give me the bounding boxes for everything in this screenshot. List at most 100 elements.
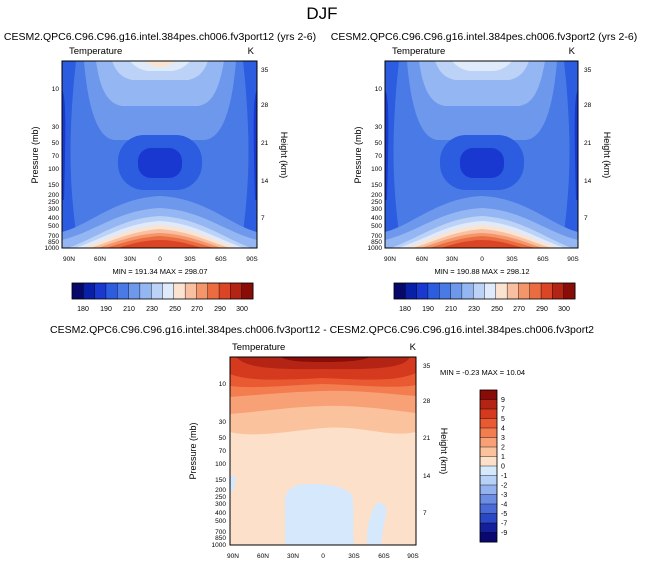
- panel-1-colorbar-swatch: [139, 282, 152, 300]
- panel-1-colorbar-frame: [71, 282, 254, 300]
- panel-2-colorbar-swatch: [427, 282, 440, 300]
- panel-3-title: CESM2.QPC6.C96.C96.g16.intel.384pes.ch00…: [50, 324, 594, 336]
- panel-2-field-tropopause-core: [460, 148, 504, 178]
- panel-3-cbtick: -3: [501, 492, 507, 499]
- panel-3-cbtick: 2: [501, 445, 505, 452]
- panel-1-colorbar-swatch: [105, 282, 118, 300]
- panel-3-variable-label: Temperature: [232, 342, 285, 353]
- panel-2-variable-label: Temperature: [392, 46, 445, 57]
- panel-1-colorbar-swatches: [71, 282, 254, 300]
- panel-3-y-ticks: 10 30 50 70 100 150 200 250 300 400 500 …: [212, 381, 227, 549]
- panel-2-field-polar-left: [385, 61, 401, 248]
- panel-1-colorbar-swatch: [184, 282, 197, 300]
- panel-3-y2-ticks: 35 28 21 14 7: [423, 363, 431, 517]
- panel-2-cbtick: 250: [491, 306, 503, 313]
- panel-3-cbtick: 3: [501, 435, 505, 442]
- panel-3-colorbar-swatch: [479, 456, 498, 467]
- panel-2-colorbar-swatch: [439, 282, 452, 300]
- panel-3-xtick: 30N: [287, 553, 299, 560]
- panel-2-colorbar-swatch: [563, 282, 576, 300]
- panel-2-xtick: 30S: [506, 256, 518, 263]
- panel-2-cbtick: 190: [422, 306, 434, 313]
- panel-1-y-label: Pressure (mb): [30, 126, 40, 183]
- panel-2-stats: MIN = 190.88 MAX = 298.12: [434, 267, 529, 276]
- panel-2-colorbar-swatch: [461, 282, 474, 300]
- panel-1-field-strat-5: [145, 61, 175, 67]
- panel-1-y2-label: Height (km): [279, 132, 289, 179]
- panel-2-cbtick: 290: [536, 306, 548, 313]
- panel-2-y2tick: 35: [584, 67, 592, 74]
- panel-2-field-polar-right-core: [574, 90, 578, 200]
- panel-3-colorbar-swatch: [479, 465, 498, 477]
- panel-3-colorbar-swatch: [479, 503, 498, 515]
- panel-1-ytick: 70: [52, 153, 60, 160]
- panel-1-ytick: 100: [48, 166, 59, 173]
- panel-2-y2-ticks: 35 28 21 14 7: [584, 67, 592, 222]
- panel-1-xtick: 30S: [184, 256, 196, 263]
- panel-3-cbtick: 1: [501, 454, 505, 461]
- panel-1-colorbar-swatch: [230, 282, 243, 300]
- panel-3-ytick: 250: [215, 494, 226, 501]
- panel-1-y2tick: 35: [261, 67, 269, 74]
- panel-2-ytick: 250: [371, 199, 382, 206]
- panel-1-ytick: 50: [52, 140, 60, 147]
- panel-3-colorbar-frame: [479, 389, 498, 543]
- panel-2-xtick: 60N: [416, 256, 428, 263]
- panel-1-ytick: 700: [48, 233, 59, 240]
- panel-3-xtick: 0: [321, 553, 325, 560]
- panel-3-ytick: 500: [215, 518, 226, 525]
- panel-3-colorbar-swatch: [479, 513, 498, 524]
- panel-2-xtick: 90S: [567, 256, 579, 263]
- panel-3-cbtick: -2: [501, 483, 507, 490]
- panel-3-y-label: Pressure (mb): [188, 422, 198, 479]
- panel-1-y2-ticks: 35 28 21 14 7: [261, 67, 269, 222]
- panel-2-colorbar-swatch: [393, 282, 406, 300]
- panel-3-y2tick: 14: [423, 473, 431, 480]
- panel-1-xtick: 90S: [246, 256, 258, 263]
- panel-1-colorbar-swatch: [162, 282, 175, 300]
- panel-2-xtick: 90N: [384, 256, 396, 263]
- panel-2-colorbar-swatch: [472, 282, 486, 300]
- panel-1-cbtick: 180: [77, 306, 89, 313]
- panel-2-field-polar-left-core: [385, 90, 389, 200]
- panel-2-colorbar: 180 190 210 230 250 270 290 300: [393, 282, 576, 313]
- panel-2-xtick: 0: [480, 256, 484, 263]
- panel-3-ytick: 10: [219, 381, 227, 388]
- panel-3-ytick: 50: [219, 435, 227, 442]
- panel-1-units: K: [248, 46, 255, 57]
- panel-2-colorbar-swatches: [393, 282, 576, 300]
- panel-1-y2tick: 21: [261, 140, 269, 147]
- panel-3-y2tick: 21: [423, 435, 431, 442]
- panel-1-colorbar-swatch: [218, 282, 231, 300]
- panel-2-x-ticks: 90N 60N 30N 0 30S 60S 90S: [384, 256, 579, 263]
- panel-3-ytick: 200: [215, 487, 226, 494]
- panel-2-colorbar-swatch: [518, 282, 531, 300]
- panel-3-xtick: 30S: [348, 553, 360, 560]
- panel-3-cbtick: -5: [501, 511, 507, 518]
- panel-2-ytick: 850: [371, 239, 382, 246]
- panel-2-ytick: 1000: [368, 245, 383, 252]
- panel-3-cbtick: -7: [501, 521, 507, 528]
- panel-1-ytick: 30: [52, 124, 60, 131]
- panel-2-colorbar-frame: [393, 282, 576, 300]
- panel-1-ytick: 250: [48, 199, 59, 206]
- panel-1-colorbar-swatch: [241, 282, 254, 300]
- panel-3-colorbar-swatch: [479, 446, 498, 458]
- panel-3-colorbar-swatch: [479, 427, 498, 439]
- panel-1-ytick: 300: [48, 206, 59, 213]
- panel-2-colorbar-swatch: [484, 282, 497, 300]
- panel-3-colorbar-swatch: [479, 475, 498, 486]
- panel-3-colorbar-swatch: [479, 437, 498, 448]
- panel-1-cbtick: 290: [214, 306, 226, 313]
- panel-3-ytick: 70: [219, 448, 227, 455]
- panel-1-frame: [61, 60, 258, 249]
- panel-1-ytick: 200: [48, 192, 59, 199]
- panel-2-field-polar-right: [562, 61, 578, 248]
- panel-1-cbtick: 300: [236, 306, 248, 313]
- panel-3-ytick: 850: [215, 535, 226, 542]
- panel-2-colorbar-swatch: [495, 282, 508, 300]
- panel-2-ytick: 700: [371, 233, 382, 240]
- panel-1-ytick: 400: [48, 215, 59, 222]
- panel-3-field-neg-patch-3: [230, 475, 236, 492]
- panel-1-field-tropopause-core: [138, 148, 182, 178]
